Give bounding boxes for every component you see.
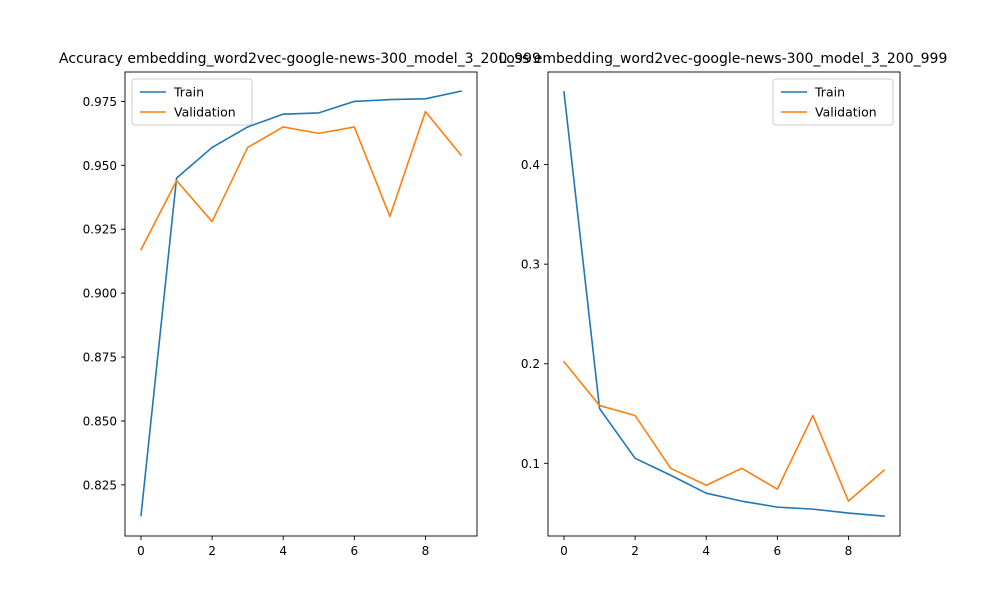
x-tick-label: 0 [560, 544, 568, 558]
y-tick-label: 0.4 [521, 158, 540, 172]
x-tick-label: 4 [702, 544, 710, 558]
series-line-train [140, 90, 462, 517]
x-tick-label: 8 [845, 544, 853, 558]
series-line-validation [139, 110, 463, 251]
legend-label-validation: Validation [815, 105, 877, 120]
y-tick-label: 0.850 [83, 414, 117, 428]
x-tick-label: 8 [422, 544, 430, 558]
x-tick-label: 2 [208, 544, 216, 558]
y-tick-label: 0.1 [521, 457, 540, 471]
legend-label-train: Train [814, 85, 845, 100]
chart-loss: Loss embedding_word2vec-google-news-300_… [499, 51, 948, 558]
y-tick-label: 0.975 [83, 95, 117, 109]
y-tick-label: 0.875 [83, 351, 117, 365]
series-line-train [563, 91, 885, 517]
x-tick-label: 6 [774, 544, 782, 558]
y-tick-label: 0.925 [83, 223, 117, 237]
chart-accuracy: Accuracy embedding_word2vec-google-news-… [59, 51, 541, 558]
y-tick-label: 0.900 [83, 287, 117, 301]
legend-label-validation: Validation [174, 105, 236, 120]
legend-label-train: Train [173, 85, 204, 100]
plot-frame [124, 71, 478, 537]
y-tick-label: 0.825 [83, 478, 117, 492]
chart-title: Accuracy embedding_word2vec-google-news-… [59, 51, 541, 67]
legend-box [131, 78, 253, 126]
chart-title: Loss embedding_word2vec-google-news-300_… [499, 51, 948, 67]
x-tick-label: 6 [351, 544, 359, 558]
series-line-validation [562, 360, 886, 502]
x-tick-label: 0 [137, 544, 145, 558]
legend: Train Validation [131, 78, 253, 126]
x-tick-label: 4 [279, 544, 287, 558]
x-tick-label: 2 [631, 544, 639, 558]
plot-frame [547, 71, 901, 537]
y-tick-label: 0.2 [521, 357, 540, 371]
legend: Train Validation [772, 78, 894, 126]
y-tick-label: 0.950 [83, 159, 117, 173]
y-tick-label: 0.3 [521, 258, 540, 272]
legend-box [772, 78, 894, 126]
